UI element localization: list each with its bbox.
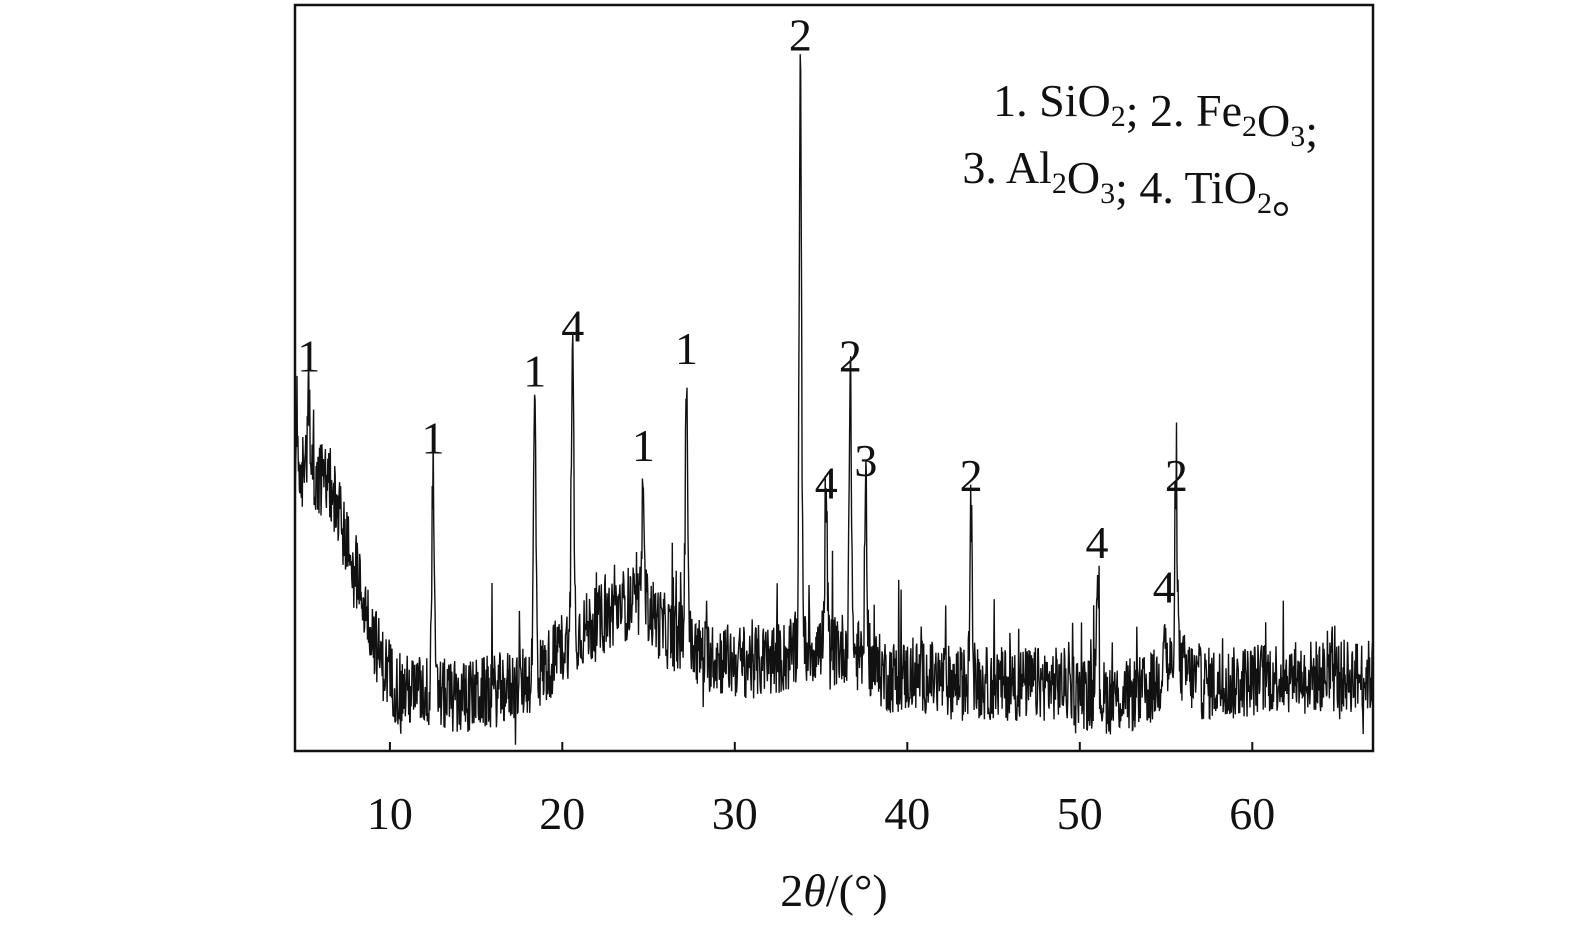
diffraction-curve	[294, 54, 1374, 745]
x-axis-ticks: 10 20 30 40 50 60	[367, 742, 1275, 839]
peak-label: 2	[789, 10, 812, 61]
x-axis-title: 2θ/(°)	[780, 865, 887, 916]
peak-label: 1	[632, 420, 655, 471]
peak-label: 1	[422, 413, 445, 464]
x-tick-label: 60	[1229, 788, 1275, 839]
phase-legend: 1. SiO2; 2. Fe2O3;3. Al2O3; 4. TiO2。	[962, 75, 1318, 223]
legend-entry: 1. SiO2; 2. Fe2O3;	[993, 75, 1318, 156]
peak-label: 4	[1086, 517, 1109, 568]
peak-label: 2	[839, 331, 862, 382]
peak-label: 2	[1165, 450, 1188, 501]
peak-label: 1	[523, 345, 546, 396]
peak-label: 4	[815, 457, 838, 508]
x-tick-label: 30	[712, 788, 758, 839]
peak-label: 1	[297, 331, 320, 382]
x-tick-label: 10	[367, 788, 413, 839]
peak-label: 2	[960, 450, 983, 501]
peak-label: 4	[1153, 562, 1176, 613]
plot-frame	[293, 3, 1375, 753]
peak-label: 1	[675, 323, 698, 374]
xrd-trace	[294, 54, 1374, 745]
x-tick-label: 20	[539, 788, 585, 839]
x-tick-label: 50	[1057, 788, 1103, 839]
peak-label: 4	[561, 301, 584, 352]
x-tick-label: 40	[884, 788, 930, 839]
legend-entry: 3. Al2O3; 4. TiO2。	[962, 142, 1318, 223]
peak-label: 3	[854, 435, 877, 486]
